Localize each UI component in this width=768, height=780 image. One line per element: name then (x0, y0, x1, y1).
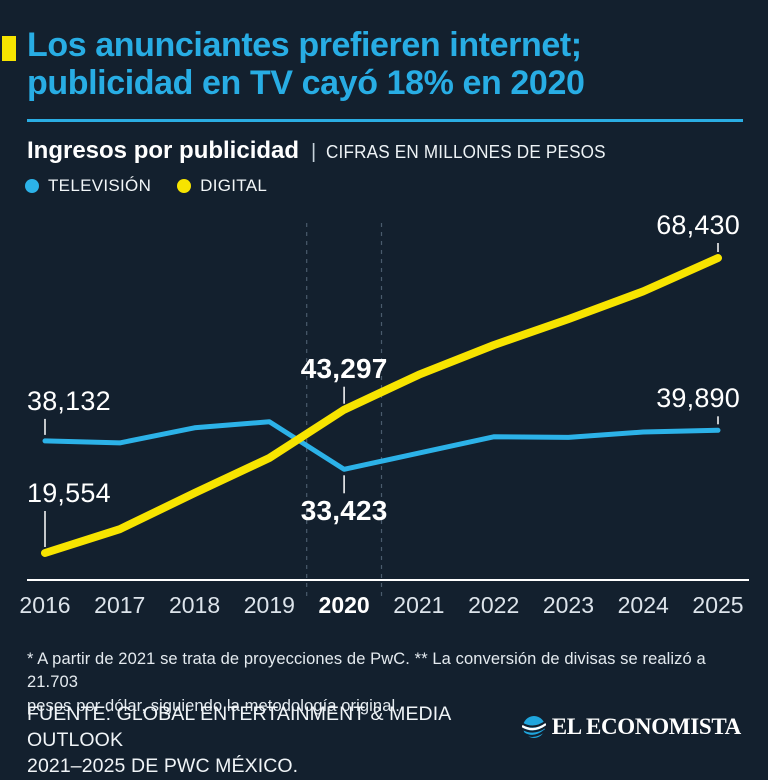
legend-label-television: TELEVISIÓN (48, 176, 152, 195)
data-label-digital-2020: 43,297 (300, 352, 388, 384)
subtitle-separator: | (311, 141, 317, 163)
publisher-name: EL ECONOMISTA (551, 714, 742, 739)
source-line-2: 2021–2025 DE PWC MÉXICO. (27, 754, 299, 777)
footnote-line-1: * A partir de 2021 se trata de proyeccio… (27, 650, 706, 692)
chart-units: CIFRAS EN MILLONES DE PESOS (326, 142, 606, 162)
television-dot-icon (25, 179, 39, 193)
x-axis-label-2016: 2016 (19, 592, 71, 618)
source: FUENTE: GLOBAL ENTERTAINMENT & MEDIA OUT… (27, 702, 547, 780)
source-line-1: FUENTE: GLOBAL ENTERTAINMENT & MEDIA OUT… (27, 703, 451, 751)
data-label-televisin-2016: 38,132 (27, 385, 111, 416)
title-line-1: Los anunciantes prefieren internet; (27, 26, 582, 64)
x-axis-label-2017: 2017 (94, 592, 146, 618)
title-divider (27, 119, 743, 122)
chart-subtitle: Ingresos por publicidad | CIFRAS EN MILL… (27, 137, 621, 165)
x-axis-label-2018: 2018 (168, 592, 221, 618)
x-axis-label-2021: 2021 (393, 592, 445, 618)
x-axis-label-2022: 2022 (468, 592, 520, 618)
legend: TELEVISIÓN DIGITAL (25, 176, 267, 196)
data-label-digital-2025: 68,430 (656, 210, 740, 240)
footnote-line-2: pesos por dólar, siguiendo la metodologí… (27, 696, 400, 715)
digital-dot-icon (177, 179, 192, 193)
legend-item-television: TELEVISIÓN (25, 176, 151, 196)
publisher-logo: EL ECONOMISTA (521, 714, 742, 740)
accent-square (2, 36, 16, 61)
page-title: Los anunciantes prefieren internet; publ… (27, 26, 757, 102)
title-line-2: publicidad en TV cayó 18% en 2020 (27, 64, 585, 102)
data-label-televisin-2020: 33,423 (300, 495, 388, 527)
x-axis-label-2020: 2020 (318, 592, 370, 618)
legend-item-digital: DIGITAL (177, 176, 267, 196)
footnote: * A partir de 2021 se trata de proyeccio… (27, 648, 752, 718)
chart-title: Ingresos por publicidad (27, 137, 300, 164)
x-axis-label-2025: 2025 (692, 592, 744, 618)
x-axis-label-2024: 2024 (617, 592, 669, 618)
x-axis-label-2023: 2023 (542, 592, 595, 618)
data-label-televisin-2025: 39,890 (656, 383, 740, 414)
el-economista-globe-icon (521, 716, 546, 738)
data-label-digital-2016: 19,554 (27, 478, 111, 508)
legend-label-digital: DIGITAL (200, 176, 268, 195)
x-axis-label-2019: 2019 (243, 592, 295, 618)
